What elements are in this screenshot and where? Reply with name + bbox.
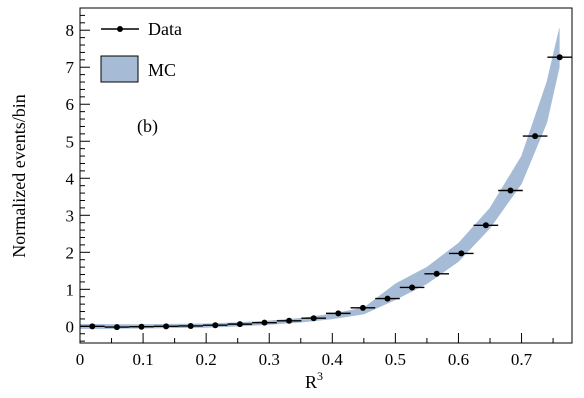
data-point <box>212 322 219 329</box>
y-tick-label: 8 <box>66 21 75 40</box>
x-tick-label: 0.7 <box>511 350 533 369</box>
y-tick-label: 1 <box>66 280 75 299</box>
data-point <box>507 187 514 194</box>
x-tick-label: 0.6 <box>448 350 469 369</box>
legend-data-label: Data <box>148 19 182 39</box>
data-point <box>409 284 416 291</box>
x-axis-title-superscript: 3 <box>317 369 323 383</box>
x-tick-label: 0.3 <box>259 350 280 369</box>
y-tick-label: 5 <box>66 132 75 151</box>
data-point <box>113 324 120 331</box>
data-point <box>310 315 317 322</box>
mc-band-layer <box>79 28 560 329</box>
data-points-layer <box>80 54 572 331</box>
data-point <box>482 222 489 229</box>
y-tick-label: 3 <box>66 206 75 225</box>
y-tick-label: 4 <box>66 169 75 188</box>
panel-annotation: (b) <box>137 116 158 137</box>
y-tick-label: 6 <box>66 95 75 114</box>
y-tick-label: 0 <box>66 317 75 336</box>
x-tick-label: 0.1 <box>132 350 153 369</box>
y-axis-title: Normalized events/bin <box>9 94 29 257</box>
data-point <box>458 250 465 257</box>
data-point <box>384 295 391 302</box>
legend-mc-label: MC <box>148 60 176 80</box>
data-point <box>286 317 293 324</box>
legend-mc-swatch <box>100 55 139 83</box>
data-point <box>138 323 145 330</box>
x-tick-label: 0.2 <box>196 350 217 369</box>
y-tick-label: 7 <box>66 58 75 77</box>
legend-data-marker <box>117 26 123 32</box>
data-point <box>433 270 440 277</box>
x-tick-label: 0.5 <box>385 350 406 369</box>
mc-band <box>79 28 560 329</box>
plot-frame <box>79 7 573 344</box>
y-tick-label: 2 <box>66 243 75 262</box>
data-point <box>261 319 268 326</box>
x-axis-title: R3 <box>305 369 323 392</box>
data-point <box>532 133 539 140</box>
data-point <box>359 304 366 311</box>
data-point <box>187 322 194 329</box>
axes-layer: 0 0.1 0.2 0.3 0.4 0.5 0.6 0.7 0 1 2 3 4 5 6 7 8 <box>66 14 554 369</box>
data-point <box>236 321 243 328</box>
data-point <box>556 54 563 61</box>
x-tick-label: 0 <box>76 350 85 369</box>
data-point <box>89 323 96 330</box>
data-point <box>163 323 170 330</box>
x-axis-title-base: R <box>305 372 317 392</box>
legend: Data MC <box>100 19 182 83</box>
x-tick-label: 0.4 <box>322 350 344 369</box>
data-point <box>335 310 342 317</box>
